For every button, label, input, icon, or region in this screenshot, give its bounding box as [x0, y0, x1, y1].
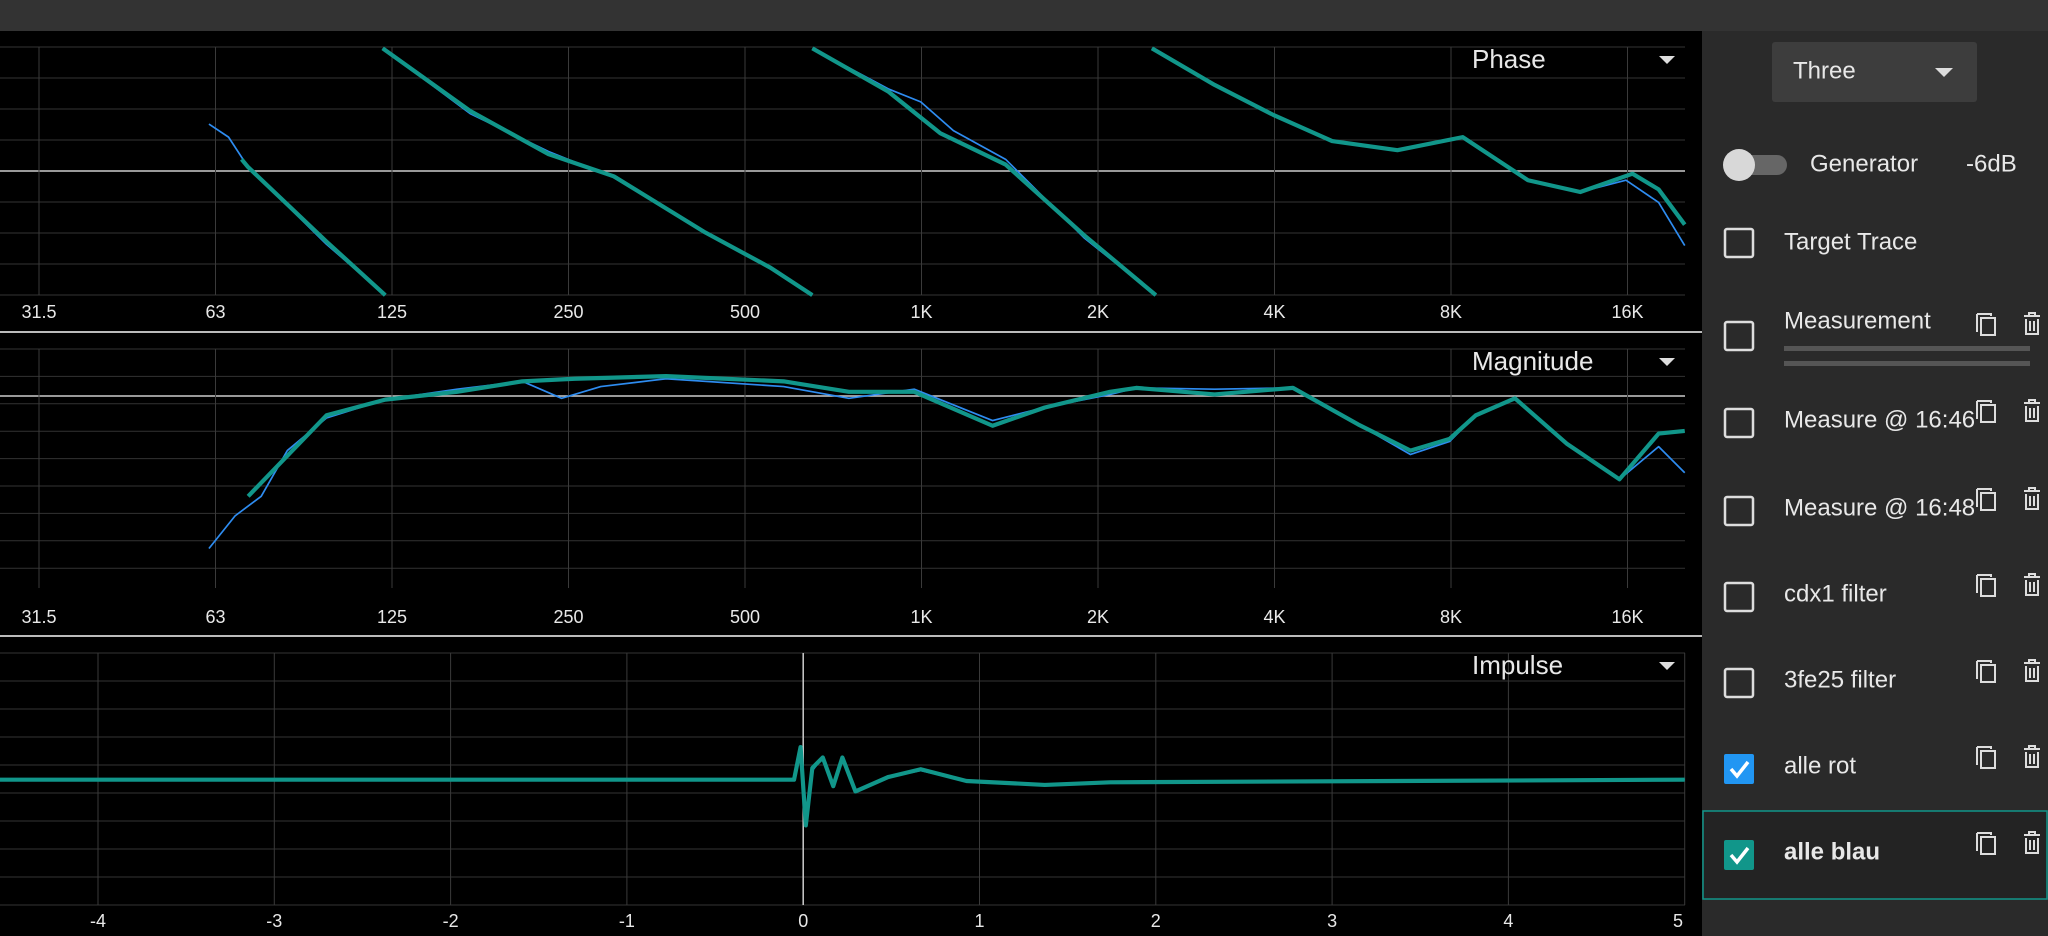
x-tick-label: 0	[798, 911, 808, 931]
x-tick-label: -2	[443, 911, 459, 931]
generator-level: -6dB	[1966, 150, 2017, 177]
checkbox[interactable]	[1723, 320, 1755, 352]
checkbox[interactable]	[1723, 495, 1755, 527]
x-tick-label: 4	[1503, 911, 1513, 931]
copy-icon[interactable]	[1980, 578, 1996, 597]
copy-icon[interactable]	[1976, 574, 1992, 593]
x-tick-label: 2	[1151, 911, 1161, 931]
x-tick-label: 2K	[1087, 607, 1109, 627]
copy-icon[interactable]	[1976, 832, 1992, 851]
magnitude-curve	[246, 374, 1685, 498]
x-tick-label: 5	[1673, 911, 1683, 931]
x-tick-label: 31.5	[21, 302, 56, 322]
delete-icon[interactable]	[2024, 399, 2040, 422]
delete-icon[interactable]	[2024, 573, 2040, 596]
grids	[0, 46, 1686, 906]
x-tick-label: 31.5	[21, 607, 56, 627]
panel-dropdown[interactable]	[1659, 56, 1675, 64]
x-tick-label: -3	[266, 911, 282, 931]
copy-icon[interactable]	[1976, 746, 1992, 765]
x-tick-label: 8K	[1440, 607, 1462, 627]
copy-icon[interactable]	[1976, 488, 1992, 507]
copy-icon[interactable]	[1980, 492, 1996, 511]
x-tick-label: -4	[90, 911, 106, 931]
checkmark	[1729, 760, 1750, 779]
checkbox[interactable]	[1723, 227, 1755, 259]
trace-label: Measurement	[1784, 307, 1931, 334]
progress-bar	[1784, 346, 2030, 351]
trace-label: cdx1 filter	[1784, 580, 1887, 607]
progress-bar	[1784, 361, 2030, 366]
copy-icon[interactable]	[1980, 750, 1996, 769]
top-bar	[0, 0, 2048, 31]
delete-icon[interactable]	[2024, 659, 2040, 682]
x-tick-label: 125	[377, 302, 407, 322]
traces	[0, 46, 1687, 828]
x-tick-label: 125	[377, 607, 407, 627]
x-tick-label: 250	[553, 607, 583, 627]
panel-dropdown[interactable]	[1659, 662, 1675, 670]
delete-icon[interactable]	[2024, 487, 2040, 510]
panel-title: Magnitude	[1472, 346, 1593, 376]
preset-dropdown[interactable]	[1772, 42, 1977, 102]
x-tick-label: 16K	[1611, 607, 1643, 627]
x-tick-label: 63	[205, 302, 225, 322]
x-tick-label: 1K	[910, 607, 932, 627]
checkbox[interactable]	[1723, 581, 1755, 613]
x-tick-label: 500	[730, 302, 760, 322]
checkbox[interactable]	[1724, 754, 1754, 784]
trace-label: Target Trace	[1784, 228, 1917, 255]
copy-icon[interactable]	[1980, 404, 1996, 423]
x-tick-label: 4K	[1263, 302, 1285, 322]
teal-traces	[0, 46, 1687, 828]
x-tick-label: 1	[974, 911, 984, 931]
preset-label: Three	[1793, 57, 1856, 84]
x-tick-label: 2K	[1087, 302, 1109, 322]
trace-label: alle blau	[1784, 838, 1880, 865]
delete-icon[interactable]	[2024, 831, 2040, 854]
panel-title: Phase	[1472, 44, 1546, 74]
phase-curve	[381, 46, 814, 297]
copy-icon[interactable]	[1976, 660, 1992, 679]
checkbox[interactable]	[1724, 840, 1754, 870]
delete-icon[interactable]	[2024, 745, 2040, 768]
trace-label: 3fe25 filter	[1784, 666, 1896, 693]
x-tick-label: 8K	[1440, 302, 1462, 322]
x-tick-label: 1K	[910, 302, 932, 322]
x-tick-label: 500	[730, 607, 760, 627]
x-tick-label: 4K	[1263, 607, 1285, 627]
x-tick-label: 250	[553, 302, 583, 322]
copy-icon[interactable]	[1976, 400, 1992, 419]
trace-label: alle rot	[1784, 752, 1856, 779]
delete-icon[interactable]	[2024, 312, 2040, 335]
phase-curve	[1150, 46, 1687, 226]
trace-label: Measure @ 16:46	[1784, 406, 1975, 433]
dropdown-arrow	[1935, 68, 1953, 77]
impulse-curve	[0, 744, 1685, 828]
x-tick-label: 3	[1327, 911, 1337, 931]
checkbox[interactable]	[1723, 667, 1755, 699]
x-tick-label: -1	[619, 911, 635, 931]
x-tick-label: 63	[205, 607, 225, 627]
phase-curve	[811, 46, 1158, 297]
trace-label: Measure @ 16:48	[1784, 494, 1975, 521]
phase-curve	[240, 157, 387, 297]
copy-icon[interactable]	[1980, 836, 1996, 855]
copy-icon[interactable]	[1976, 313, 1992, 332]
copy-icon[interactable]	[1980, 664, 1996, 683]
panel-title: Impulse	[1472, 650, 1563, 680]
sidebar	[1702, 31, 2048, 936]
generator-label: Generator	[1810, 150, 1918, 177]
generator-knob	[1723, 149, 1755, 181]
panel-dropdown[interactable]	[1659, 358, 1675, 366]
checkmark	[1729, 846, 1750, 865]
copy-icon[interactable]	[1980, 317, 1996, 336]
checkbox[interactable]	[1723, 407, 1755, 439]
x-tick-label: 16K	[1611, 302, 1643, 322]
chart-area	[0, 31, 1702, 936]
